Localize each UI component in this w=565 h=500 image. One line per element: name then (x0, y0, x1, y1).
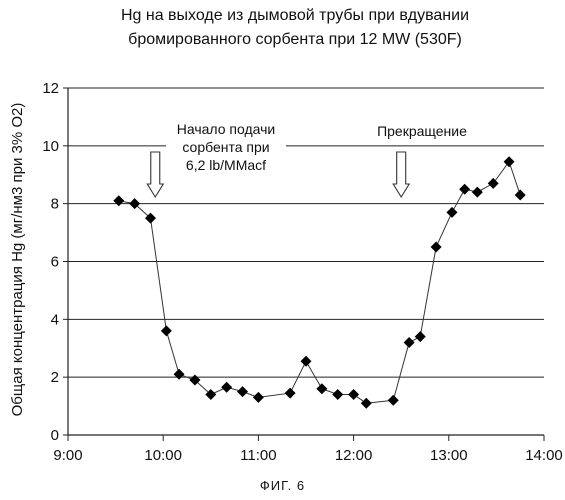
annotations: Начало подачи сорбента при 6,2 lb/MMacf Пре… (147, 116, 472, 197)
data-point-marker (316, 383, 327, 394)
data-point-marker (488, 178, 499, 189)
series-line (119, 162, 520, 404)
annotation-arrow (147, 152, 163, 197)
data-points (113, 156, 525, 408)
data-point-marker (404, 337, 415, 348)
annotation-arrow (393, 152, 409, 197)
x-tick-label: 13:00 (430, 447, 468, 464)
data-point-marker (161, 325, 172, 336)
x-tick-label: 11:00 (240, 447, 276, 464)
data-point-marker (459, 184, 470, 195)
data-point-marker (472, 187, 483, 198)
annotation-text-line: Прекращение (377, 123, 467, 139)
data-point-marker (348, 389, 359, 400)
y-tick-label: 0 (51, 427, 59, 444)
y-tick-label: 8 (51, 196, 59, 213)
data-point-marker (361, 398, 372, 409)
data-point-marker (113, 195, 124, 206)
series-polyline (119, 162, 520, 404)
y-tick-label: 6 (51, 254, 59, 271)
y-tick-label: 10 (42, 138, 59, 155)
figure-caption: ФИГ. 6 (0, 478, 565, 493)
data-point-marker (174, 369, 185, 380)
y-tick-label: 12 (42, 80, 59, 97)
data-point-marker (332, 389, 343, 400)
x-tick-label: 14:00 (525, 447, 563, 464)
data-point-marker (431, 242, 442, 253)
x-tick-label: 10:00 (144, 447, 182, 464)
data-point-marker (301, 356, 312, 367)
data-point-marker (285, 388, 296, 399)
y-axis-label: Общая концентрация Hg (мг/нм3 при 3% O2) (9, 103, 26, 417)
data-point-marker (253, 392, 264, 403)
annotation-text-line: Начало подачи (177, 121, 276, 137)
data-point-marker (237, 386, 248, 397)
data-point-marker (504, 156, 515, 167)
x-tick-label: 12:00 (335, 447, 373, 464)
y-tick-label: 4 (51, 311, 59, 328)
x-tick-label: 9:00 (53, 447, 82, 464)
data-point-marker (515, 189, 526, 200)
annotation-text-line: сорбента при (182, 139, 269, 155)
grid-lines (68, 88, 544, 377)
data-point-marker (415, 331, 426, 342)
data-point-marker (446, 207, 457, 218)
annotation-text-line: 6,2 lb/MMacf (186, 157, 266, 173)
hg-concentration-chart: Начало подачи сорбента при 6,2 lb/MMacf Пре… (0, 0, 565, 475)
data-point-marker (388, 395, 399, 406)
data-point-marker (221, 382, 232, 393)
y-tick-label: 2 (51, 369, 59, 386)
